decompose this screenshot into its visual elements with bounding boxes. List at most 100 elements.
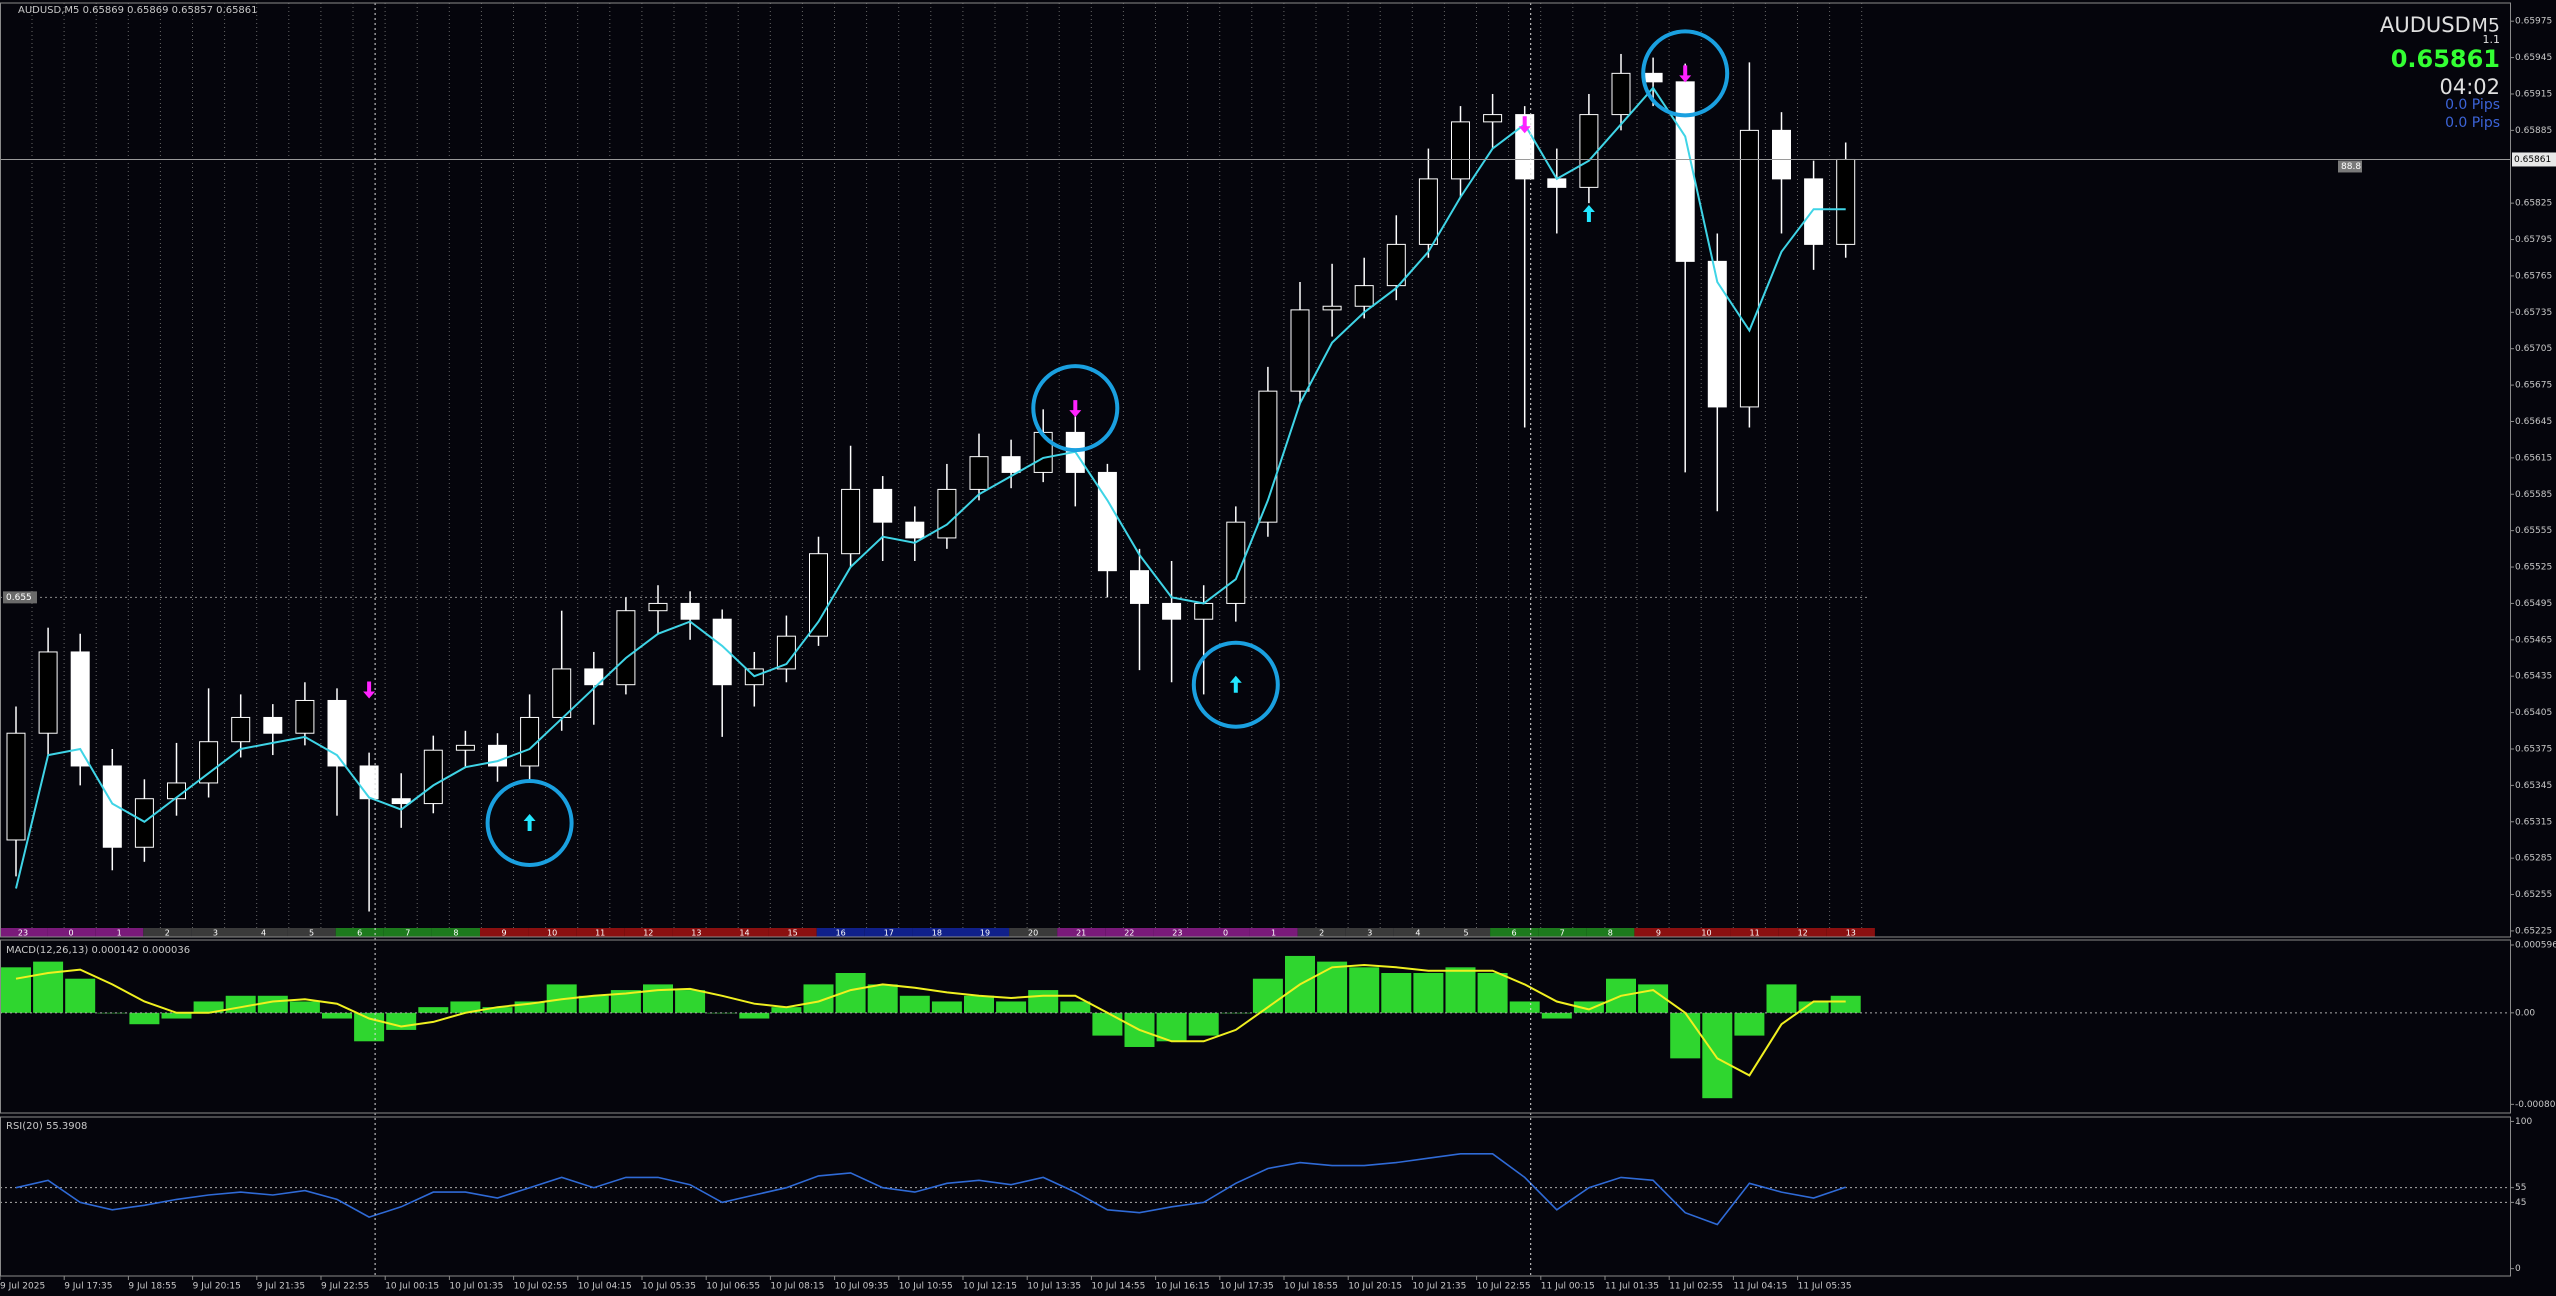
y-tick-label: 0.65555 xyxy=(2515,526,2552,536)
hour-label: 0 xyxy=(69,929,74,938)
x-tick-label: 10 Jul 20:15 xyxy=(1348,1282,1402,1292)
hour-block xyxy=(720,928,769,937)
hour-block xyxy=(961,928,1010,937)
candle-body xyxy=(648,602,668,612)
macd-bar xyxy=(1766,984,1797,1013)
hour-block xyxy=(816,928,865,937)
hour-block xyxy=(47,928,96,937)
macd-bar xyxy=(33,961,64,1013)
y-tick-label: 0.65225 xyxy=(2515,926,2552,936)
hour-block xyxy=(1057,928,1106,937)
macd-bar xyxy=(418,1007,449,1013)
level-tag-box xyxy=(2338,160,2362,173)
y-tick-label: 0.65495 xyxy=(2515,599,2552,609)
hour-block xyxy=(239,928,288,937)
hour-label: 4 xyxy=(261,929,266,938)
macd-bar xyxy=(65,978,96,1013)
y-tick-label: 55 xyxy=(2515,1183,2526,1193)
hour-block xyxy=(672,928,721,937)
hour-label: 9 xyxy=(501,929,506,938)
macd-bar xyxy=(1060,1001,1091,1013)
hour-label: 23 xyxy=(1172,929,1182,938)
hour-label: 8 xyxy=(1608,929,1613,938)
candle-body xyxy=(1836,158,1856,245)
hour-block xyxy=(0,928,48,937)
y-tick-label: 100 xyxy=(2515,1117,2532,1127)
x-tick-label: 10 Jul 18:55 xyxy=(1284,1282,1338,1292)
hour-block xyxy=(1297,928,1346,937)
y-tick-label: 0.65705 xyxy=(2515,344,2552,354)
current-price-box xyxy=(2512,152,2556,167)
hour-label: 10 xyxy=(547,929,557,938)
macd-bar xyxy=(97,1012,128,1014)
hour-label: 16 xyxy=(836,929,846,938)
signal-circle xyxy=(485,778,574,867)
y-tick-label: 0.65375 xyxy=(2515,744,2552,754)
signal-circle xyxy=(1031,364,1120,453)
x-tick-label: 9 Jul 2025 xyxy=(0,1282,45,1292)
pips: 0.0 Pips xyxy=(2445,97,2500,113)
x-tick-label: 11 Jul 05:35 xyxy=(1798,1282,1852,1292)
hour-block xyxy=(1201,928,1250,937)
macd-bar xyxy=(996,1001,1027,1013)
candle-body xyxy=(1354,285,1374,307)
x-tick-label: 10 Jul 14:55 xyxy=(1091,1282,1145,1292)
x-tick-label: 11 Jul 04:15 xyxy=(1733,1282,1787,1292)
y-tick-label: 0.65885 xyxy=(2515,126,2552,136)
macd-bar xyxy=(964,995,994,1013)
candle-body xyxy=(1162,602,1182,620)
candle-body xyxy=(1707,260,1727,408)
signal-circle xyxy=(1641,29,1730,118)
candle-body xyxy=(937,488,957,539)
hour-label: 15 xyxy=(788,929,798,938)
candle-body xyxy=(263,716,283,734)
hour-label: 5 xyxy=(1463,929,1468,938)
macd-bar xyxy=(514,1001,545,1013)
candle-body xyxy=(1739,129,1759,408)
x-tick-label: 10 Jul 09:35 xyxy=(835,1282,889,1292)
candle-body xyxy=(423,749,443,805)
macd-bar xyxy=(1445,967,1476,1013)
y-tick-label: 0.65315 xyxy=(2515,817,2552,827)
hour-label: 7 xyxy=(1560,929,1565,938)
x-tick-label: 10 Jul 12:15 xyxy=(963,1282,1017,1292)
candle-body xyxy=(327,699,347,767)
hour-label: 13 xyxy=(691,929,701,938)
macd-bar xyxy=(354,1012,385,1042)
hour-block xyxy=(1105,928,1154,937)
candle-body xyxy=(134,798,154,848)
hour-block xyxy=(1249,928,1298,937)
sell-arrow xyxy=(363,681,376,699)
rsi-panel-frame xyxy=(0,1116,2511,1277)
y-tick-label: 0.65615 xyxy=(2515,453,2552,463)
macd-bar xyxy=(1573,1001,1604,1013)
x-tick-label: 10 Jul 02:55 xyxy=(514,1282,568,1292)
candle-body xyxy=(1804,178,1824,245)
macd-bar xyxy=(1092,1012,1123,1036)
candle-body xyxy=(1322,305,1342,311)
candle-body xyxy=(391,798,411,805)
y-tick-label: 0.65345 xyxy=(2515,781,2552,791)
x-tick-label: 10 Jul 06:55 xyxy=(706,1282,760,1292)
hour-block xyxy=(191,928,240,937)
hour-label: 14 xyxy=(739,929,749,938)
hour-label: 11 xyxy=(1750,929,1760,938)
hour-label: 12 xyxy=(643,929,653,938)
macd-bar xyxy=(1413,973,1444,1013)
rsi-title: RSI(20) 55.3908 xyxy=(6,1121,87,1132)
level-tag: 88.8 xyxy=(2341,162,2361,172)
hour-block xyxy=(143,928,192,937)
y-tick-label: 0.65525 xyxy=(2515,563,2552,573)
x-tick-label: 10 Jul 05:35 xyxy=(642,1282,696,1292)
hour-block xyxy=(287,928,336,937)
buy-arrow xyxy=(1582,205,1595,223)
macd-bar xyxy=(610,990,641,1013)
x-tick-label: 10 Jul 08:15 xyxy=(770,1282,824,1292)
spread: 1.1 xyxy=(2483,33,2501,46)
hour-label: 5 xyxy=(309,929,314,938)
hour-block xyxy=(1730,928,1779,937)
y-tick-label: 0.65285 xyxy=(2515,854,2552,864)
candle-body xyxy=(1579,114,1599,188)
hour-label: 2 xyxy=(165,929,170,938)
